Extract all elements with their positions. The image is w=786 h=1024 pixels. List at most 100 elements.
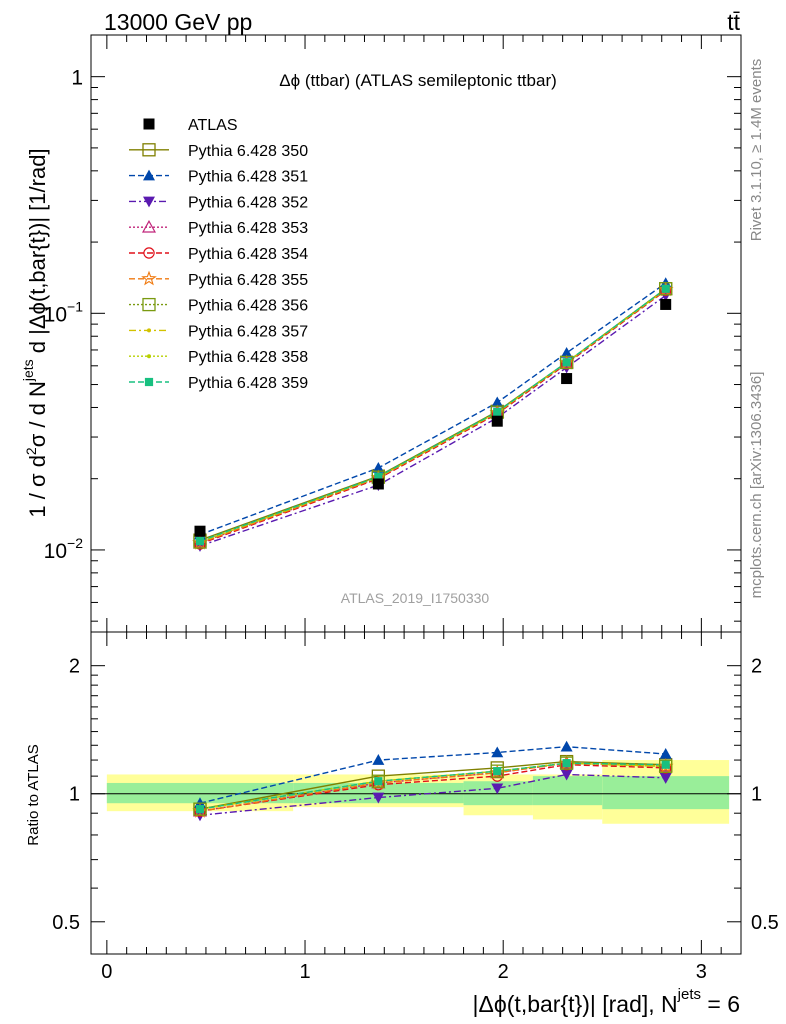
main-point-atlas-1	[372, 478, 384, 490]
legend-entry-0: ATLAS	[143, 117, 238, 134]
legend-label-8: Pythia 6.428 357	[188, 323, 308, 340]
x-axis-label: |Δϕ(t,bar{t})| [rad], Njets = 6	[473, 986, 740, 1017]
main-point-atlas-4	[660, 298, 672, 310]
main-point-series-1-2	[491, 396, 504, 408]
ratio-stat-band-3	[532, 776, 603, 806]
legend-label-7: Pythia 6.428 356	[188, 298, 308, 315]
ratio-xtick-label-2: 2	[498, 961, 509, 983]
main-point-series-1-3	[560, 346, 573, 358]
main-point-atlas-2	[491, 415, 503, 427]
xlabel-part-a: |Δϕ(t,bar{t})| [rad], N	[473, 991, 678, 1017]
ratio-ytick-label-left-0: 0.5	[52, 912, 80, 934]
legend-marker-3	[143, 196, 155, 208]
ratio-point-series-5-0	[192, 802, 208, 818]
legend-marker-5	[143, 247, 155, 259]
legend-marker-9	[147, 354, 151, 359]
ratio-ytick-label-right-1: 1	[751, 784, 762, 806]
main-point-series-9-4	[661, 284, 670, 293]
ratio-point-series-6-2	[490, 764, 504, 778]
legend-marker-2	[143, 169, 155, 181]
ratio-point-series-9-1	[374, 777, 383, 786]
ratio-xtick-label-3: 3	[696, 961, 707, 983]
legend-entry-2: Pythia 6.428 351	[129, 169, 308, 186]
ratio-xtick-label-1: 1	[299, 961, 310, 983]
ratio-point-series-5-4	[657, 758, 674, 774]
main-point-atlas-0	[194, 525, 206, 537]
legend-entry-8: Pythia 6.428 357	[129, 323, 308, 340]
ratio-point-series-6-0	[193, 802, 207, 816]
mcplots-label: mcplots.cern.ch [arXiv:1306.3436]	[748, 372, 765, 599]
legend-entry-7: Pythia 6.428 356	[129, 298, 308, 315]
legend-entry-1: Pythia 6.428 350	[129, 143, 308, 160]
legend-label-10: Pythia 6.428 359	[188, 375, 308, 392]
ratio-axis-ticks: 0.5 0.5 1 1 2 2 0 1 2 3	[52, 632, 779, 983]
main-panel: 10−2 10−1 1 Δϕ (ttbar) (ATLAS semileptonic…	[20, 34, 742, 633]
ratio-point-series-9-0	[195, 805, 205, 814]
ratio-point-series-2-2	[491, 783, 504, 795]
process-label: tt̄	[727, 9, 740, 35]
ratio-stat-band-0	[106, 782, 294, 804]
ratio-point-series-1-2	[491, 746, 504, 758]
ratio-point-series-2-3	[560, 769, 573, 781]
main-point-series-1-1	[372, 461, 385, 473]
legend-marker-0	[143, 118, 155, 130]
legend-entry-3: Pythia 6.428 352	[129, 194, 308, 211]
ylabel-sup-2: 2	[23, 447, 39, 455]
legend-entry-5: Pythia 6.428 354	[129, 246, 308, 263]
main-axis-ticks: 10−2 10−1 1	[44, 35, 742, 632]
main-point-series-6-3	[559, 355, 574, 370]
main-ytick-label-2: 1	[71, 67, 83, 90]
analysis-watermark: ATLAS_2019_I1750330	[341, 590, 490, 606]
ratio-point-series-1-3	[560, 740, 573, 752]
main-line-series-1	[199, 282, 667, 536]
ratio-point-series-2-4	[659, 773, 672, 784]
legend-marker-1	[142, 143, 156, 157]
main-point-series-9-3	[562, 358, 571, 367]
ratio-uncertainty-bands	[106, 760, 730, 824]
ratio-xtick-label-0: 0	[101, 961, 112, 983]
legend-label-5: Pythia 6.428 354	[188, 246, 308, 263]
main-y-axis-label: 1 / σ d2σ / d Njets d |Δϕ(t,bar{t})| [1/…	[20, 148, 50, 517]
legend-marker-7	[142, 297, 156, 312]
ylabel-part-b: σ / d N	[25, 381, 50, 447]
ratio-ytick-label-right-2: 2	[751, 656, 762, 678]
legend-label-9: Pythia 6.428 358	[188, 349, 308, 366]
rivet-label: Rivet 3.1.10, ≥ 1.4M events	[748, 59, 765, 242]
ratio-stat-band-2	[463, 781, 533, 806]
main-point-series-5-0	[192, 534, 208, 550]
legend: ATLAS Pythia 6.428 350 Pythia 6.428 351 Pyt…	[129, 117, 308, 392]
ratio-panel: 0.5 0.5 1 1 2 2 0 1 2 3 Ratio to ATLAS |Δϕ(t,bar{…	[25, 631, 779, 1017]
legend-label-6: Pythia 6.428 355	[188, 272, 308, 289]
ratio-point-series-2-1	[372, 792, 385, 804]
plot-title: Δϕ (ttbar) (ATLAS semileptonic ttbar)	[279, 71, 557, 90]
legend-marker-4	[141, 219, 157, 233]
ratio-ytick-label-right-0: 0.5	[751, 912, 779, 934]
main-ytick-label-1: 10−1	[44, 298, 84, 326]
ratio-point-series-6-1	[371, 774, 385, 788]
ratio-point-series-6-4	[659, 759, 673, 773]
ratio-point-series-9-2	[493, 767, 502, 776]
legend-marker-6	[141, 270, 157, 286]
ratio-ytick-label-left-1: 1	[69, 784, 80, 806]
legend-marker-10	[144, 377, 154, 387]
legend-entry-10: Pythia 6.428 359	[129, 375, 308, 392]
ratio-y-axis-label: Ratio to ATLAS	[25, 744, 42, 845]
xlabel-part-b: = 6	[701, 991, 740, 1017]
ratio-ytick-label-left-2: 2	[69, 656, 80, 678]
ratio-point-series-6-3	[559, 756, 574, 770]
main-point-atlas-3	[561, 373, 573, 385]
legend-label-2: Pythia 6.428 351	[188, 169, 308, 186]
legend-label-1: Pythia 6.428 350	[188, 143, 308, 160]
legend-entry-6: Pythia 6.428 355	[129, 270, 308, 289]
legend-label-3: Pythia 6.428 352	[188, 194, 308, 211]
main-point-series-6-4	[659, 282, 673, 296]
ratio-point-series-9-4	[661, 760, 670, 769]
ratio-point-series-5-1	[370, 774, 387, 790]
ylabel-sup-jets: jets	[20, 359, 36, 382]
legend-label-0: ATLAS	[188, 117, 238, 134]
legend-marker-8	[147, 328, 151, 333]
ratio-point-series-9-3	[562, 759, 571, 768]
main-point-series-9-0	[195, 536, 205, 546]
ratio-point-series-1-4	[659, 747, 672, 759]
